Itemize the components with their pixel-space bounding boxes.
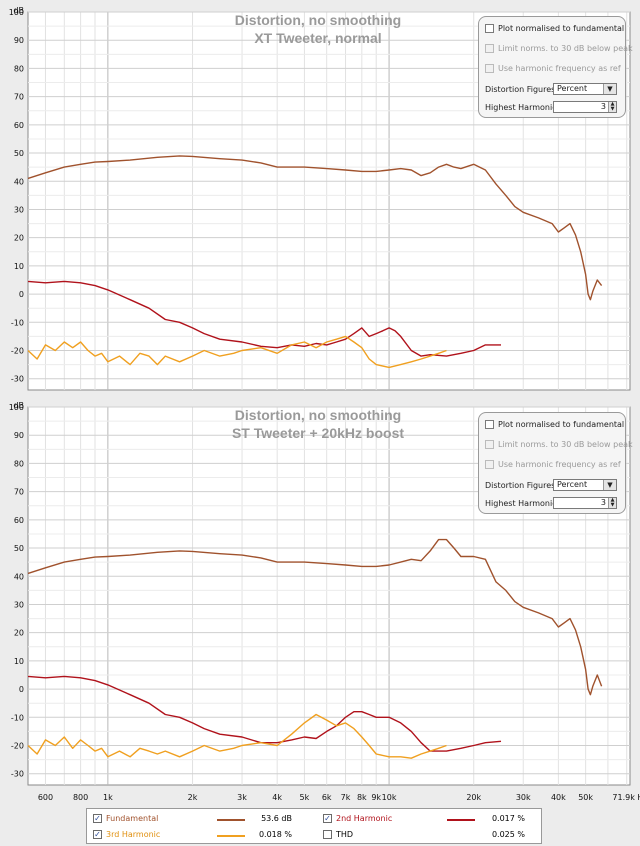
- y-tick-label: 20: [14, 234, 24, 243]
- chart-subtitle: XT Tweeter, normal: [254, 30, 381, 46]
- distortion-figures-select[interactable]: Percent ▼: [553, 479, 617, 491]
- x-tick-label: 8k: [357, 793, 367, 802]
- x-tick-label: 6k: [322, 793, 332, 802]
- x-tick-label: 71.9k Hz: [612, 793, 640, 802]
- x-tick-label: 1k: [103, 793, 113, 802]
- 3rd-harmonic-checkbox[interactable]: ✓: [93, 830, 102, 839]
- y-tick-label: 40: [14, 177, 24, 186]
- y-tick-label: -10: [11, 318, 24, 327]
- y-tick-label: 20: [14, 629, 24, 638]
- y-tick-label: 0: [19, 685, 24, 694]
- 3rd-harmonic-swatch: [217, 835, 245, 837]
- plot-normalised-option[interactable]: Plot normalised to fundamental: [485, 420, 624, 429]
- y-axis-label: dB: [13, 401, 24, 410]
- 2nd-harmonic-swatch: [447, 819, 475, 821]
- y-tick-label: 80: [14, 459, 24, 468]
- fundamental-checkbox[interactable]: ✓: [93, 814, 102, 823]
- fundamental-line: [27, 155, 603, 301]
- chart-title: Distortion, no smoothing: [235, 407, 401, 423]
- 2nd-harmonic-checkbox[interactable]: ✓: [323, 814, 332, 823]
- plot-normalised-option[interactable]: Plot normalised to fundamental: [485, 24, 624, 33]
- legend: ✓ Fundamental 53.6 dB ✓ 2nd Harmonic 0.0…: [86, 808, 542, 844]
- 3rd-harmonic-line: [27, 335, 447, 369]
- x-tick-label: 50k: [578, 793, 593, 802]
- y-tick-label: 40: [14, 572, 24, 581]
- y-tick-label: -30: [11, 375, 24, 384]
- x-tick-label: 2k: [188, 793, 198, 802]
- highest-harmonic-label: Highest Harmonic:: [485, 103, 560, 112]
- y-tick-label: -20: [11, 742, 24, 751]
- chart-subtitle: ST Tweeter + 20kHz boost: [232, 425, 404, 441]
- x-tick-label: 4k: [272, 793, 282, 802]
- y-tick-label: 90: [14, 36, 24, 45]
- thd-checkbox[interactable]: [323, 830, 332, 839]
- use-harmonic-frequency-checkbox: [485, 460, 494, 469]
- y-tick-label: 60: [14, 516, 24, 525]
- x-tick-label: 30k: [516, 793, 531, 802]
- 3rd-harmonic-value: 0.018 %: [258, 830, 292, 839]
- y-tick-label: -20: [11, 347, 24, 356]
- y-tick-label: -30: [11, 770, 24, 779]
- y-tick-label: 90: [14, 431, 24, 440]
- x-tick-label: 7k: [341, 793, 351, 802]
- y-tick-label: 100: [9, 403, 24, 412]
- distortion-figures-label: Distortion Figures:: [485, 85, 559, 94]
- use-harmonic-frequency-option: Use harmonic frequency as ref: [485, 460, 621, 469]
- y-tick-label: 50: [14, 544, 24, 553]
- highest-harmonic-stepper[interactable]: 3 ▲ ▼: [553, 101, 617, 113]
- y-tick-label: 10: [14, 657, 24, 666]
- y-tick-label: 60: [14, 121, 24, 130]
- chart-title: Distortion, no smoothing: [235, 12, 401, 28]
- highest-harmonic-label: Highest Harmonic:: [485, 499, 560, 508]
- chevron-down-icon[interactable]: ▼: [603, 480, 616, 490]
- use-harmonic-frequency-checkbox: [485, 64, 494, 73]
- fundamental-line: [27, 538, 603, 696]
- legend-thd[interactable]: THD: [323, 830, 353, 839]
- legend-fundamental[interactable]: ✓ Fundamental: [93, 814, 159, 823]
- x-tick-label: 40k: [551, 793, 566, 802]
- y-tick-label: 70: [14, 488, 24, 497]
- limit-norms-option: Limit norms. to 30 dB below peak: [485, 440, 633, 449]
- plot-normalised-checkbox[interactable]: [485, 420, 494, 429]
- chevron-down-icon[interactable]: ▼: [603, 84, 616, 94]
- thd-value: 0.025 %: [491, 830, 525, 839]
- fundamental-swatch: [217, 819, 245, 821]
- x-tick-label: 10k: [382, 793, 397, 802]
- stepper-arrows-icon[interactable]: ▲ ▼: [608, 102, 616, 112]
- x-tick-label: 600: [38, 793, 53, 802]
- 3rd-harmonic-line: [27, 713, 447, 759]
- stepper-arrows-icon[interactable]: ▲ ▼: [608, 498, 616, 508]
- y-axis-label: dB: [13, 6, 24, 15]
- fundamental-value: 53.6 dB: [261, 814, 292, 823]
- y-tick-label: 80: [14, 64, 24, 73]
- chart1-controls: Plot normalised to fundamental Limit nor…: [478, 16, 633, 118]
- legend-3rd-harmonic[interactable]: ✓ 3rd Harmonic: [93, 830, 161, 839]
- x-tick-label: 5k: [300, 793, 310, 802]
- y-tick-label: 30: [14, 600, 24, 609]
- y-tick-label: 50: [14, 149, 24, 158]
- x-tick-label: 20k: [466, 793, 481, 802]
- y-tick-label: 10: [14, 262, 24, 271]
- y-tick-label: 70: [14, 93, 24, 102]
- use-harmonic-frequency-option: Use harmonic frequency as ref: [485, 64, 621, 73]
- distortion-figures-label: Distortion Figures:: [485, 481, 559, 490]
- x-tick-label: 3k: [237, 793, 247, 802]
- y-tick-label: 100: [9, 8, 24, 17]
- y-tick-label: -10: [11, 713, 24, 722]
- plot-normalised-checkbox[interactable]: [485, 24, 494, 33]
- x-tick-label: 800: [73, 793, 88, 802]
- legend-2nd-harmonic[interactable]: ✓ 2nd Harmonic: [323, 814, 393, 823]
- 2nd-harmonic-value: 0.017 %: [491, 814, 525, 823]
- y-tick-label: 0: [19, 290, 24, 299]
- chart2-controls: Plot normalised to fundamental Limit nor…: [478, 412, 633, 514]
- limit-norms-checkbox: [485, 440, 494, 449]
- limit-norms-option: Limit norms. to 30 dB below peak: [485, 44, 633, 53]
- distortion-figures-select[interactable]: Percent ▼: [553, 83, 617, 95]
- highest-harmonic-stepper[interactable]: 3 ▲ ▼: [553, 497, 617, 509]
- y-tick-label: 30: [14, 205, 24, 214]
- x-tick-label: 9k: [371, 793, 381, 802]
- limit-norms-checkbox: [485, 44, 494, 53]
